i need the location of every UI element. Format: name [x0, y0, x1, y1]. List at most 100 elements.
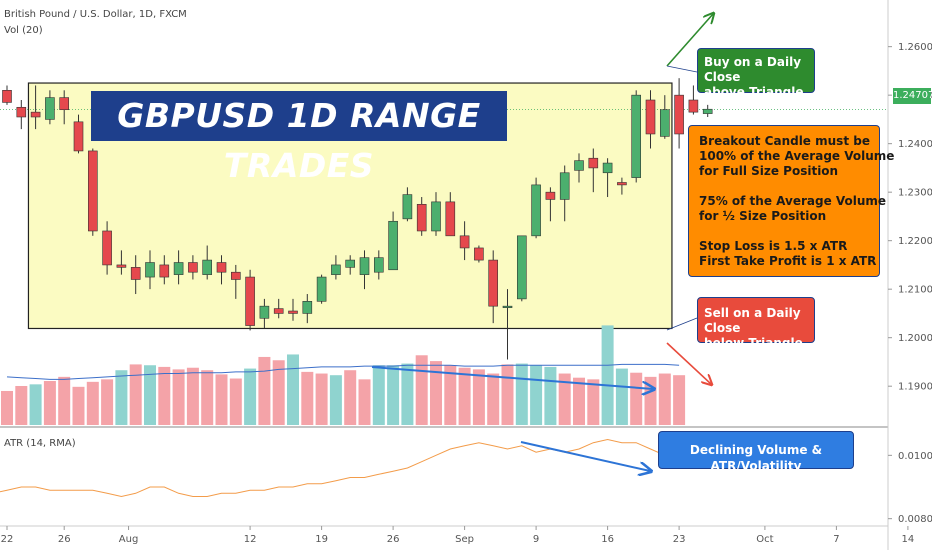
buy-note: Buy on a Daily Close above Triangle	[697, 48, 815, 99]
atr-label: ATR (14, RMA)	[4, 438, 76, 449]
candle-body	[88, 150, 98, 232]
candle-body	[159, 264, 170, 278]
time-tick-label: 26	[58, 534, 71, 545]
price-tick-label: 1.21000	[898, 285, 932, 296]
time-tick-label: Aug	[119, 534, 139, 545]
volume-bar	[530, 365, 543, 425]
candle-body	[30, 111, 41, 118]
candle	[88, 148, 98, 236]
volume-bar	[501, 364, 514, 425]
candle-body	[73, 121, 84, 152]
candle-body	[588, 157, 599, 169]
candle	[345, 255, 356, 275]
volume-bar	[630, 372, 643, 425]
volume-bar	[315, 373, 328, 425]
volume-label: Vol (20)	[4, 25, 43, 36]
candle	[402, 187, 413, 222]
candle	[488, 250, 499, 324]
volume-bar	[487, 373, 500, 425]
volume-bar	[144, 365, 156, 425]
rules-note: Breakout Candle must be 100% of the Aver…	[688, 125, 894, 277]
volume-bar	[29, 384, 42, 425]
candle	[531, 177, 541, 239]
rules-line-6: for ½ Size Position	[699, 209, 827, 223]
candle-body	[288, 310, 298, 314]
volume-bar	[172, 369, 185, 425]
rules-line-5: 75% of the Average Volume	[699, 194, 887, 208]
volume-bar	[444, 365, 457, 425]
candle-body	[602, 162, 613, 174]
candle-body	[302, 301, 313, 314]
rules-line-8: Stop Loss is 1.5 x ATR	[699, 239, 848, 253]
sell-arrow	[666, 342, 711, 384]
volume-bar	[401, 363, 414, 425]
candle	[316, 274, 327, 304]
volume-bar	[15, 385, 28, 425]
candle	[502, 289, 513, 360]
candle	[331, 255, 341, 280]
time-tick-label: 12	[244, 534, 257, 545]
candle-body	[559, 172, 570, 200]
symbol-label: British Pound / U.S. Dollar, 1D, FXCM	[4, 9, 187, 20]
volume-bar	[358, 379, 371, 425]
volume-bar	[415, 355, 428, 425]
candle	[431, 192, 441, 236]
candle-body	[173, 262, 184, 275]
candle	[688, 85, 699, 115]
candle	[302, 294, 313, 324]
candle	[116, 250, 127, 275]
candle-body	[674, 94, 684, 135]
last-price-tag: 1.24707	[893, 88, 932, 104]
volume-bar	[272, 360, 285, 425]
candle	[273, 298, 284, 319]
price-tick-label: 1.19000	[898, 382, 932, 393]
candle	[216, 255, 227, 285]
candle	[388, 211, 398, 271]
sell-note-line-2: below Triangle	[704, 336, 803, 350]
candle	[102, 221, 112, 275]
volume-bar	[615, 368, 628, 425]
buy-arrow	[666, 14, 713, 67]
candle	[459, 221, 470, 261]
time-tick-label: 22	[1, 534, 14, 545]
volume-bar	[215, 374, 228, 425]
candle-body	[373, 257, 384, 273]
candle-body	[445, 201, 456, 237]
candle-body	[516, 235, 527, 300]
volume-bar	[544, 366, 557, 425]
volume-bar	[344, 370, 357, 425]
time-tick-label: 14	[902, 534, 915, 545]
candle-body	[645, 99, 656, 135]
time-tick-label: 9	[533, 534, 539, 545]
volume-bar	[258, 356, 271, 425]
candle-body	[331, 264, 341, 275]
candle	[188, 255, 198, 280]
candle-body	[574, 160, 584, 171]
volume-bar	[558, 373, 571, 425]
candle	[245, 269, 255, 331]
candle	[30, 85, 41, 130]
candle-body	[16, 106, 27, 118]
volume-bar	[573, 377, 585, 425]
volume-bar	[1, 390, 13, 425]
candle-body	[345, 259, 356, 268]
candle-body	[431, 201, 441, 232]
chart-title: GBPUSD 1D RANGE TRADES	[117, 96, 481, 185]
candle	[602, 158, 613, 198]
candle-body	[316, 276, 327, 302]
candle-body	[145, 262, 155, 278]
candle	[588, 148, 599, 193]
rules-line-1: Breakout Candle must be	[699, 134, 870, 148]
price-tick-label: 1.20000	[898, 333, 932, 344]
time-tick-label: Sep	[455, 534, 474, 545]
volume-bar	[430, 361, 442, 425]
volume-bar	[515, 363, 528, 425]
candle	[659, 95, 670, 139]
time-tick-label: Oct	[756, 534, 773, 545]
volume-bar	[43, 381, 56, 425]
volume-bar	[601, 325, 614, 425]
volume-bar	[101, 379, 114, 425]
rules-spacer	[699, 179, 869, 194]
volume-bar	[201, 370, 214, 425]
